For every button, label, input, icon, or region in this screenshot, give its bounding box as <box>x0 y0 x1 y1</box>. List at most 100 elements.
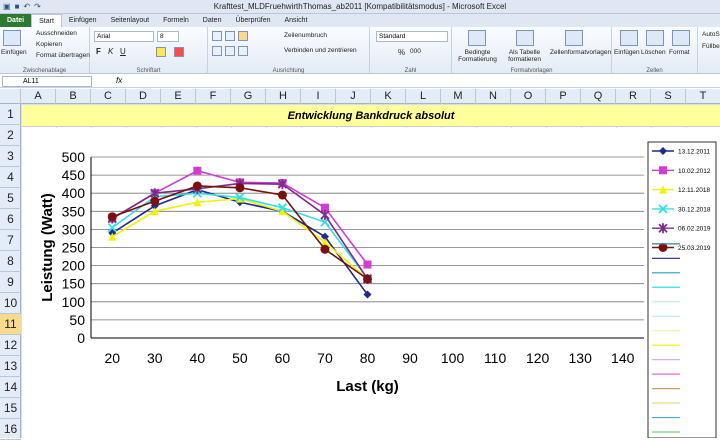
column-header[interactable]: M <box>441 89 476 104</box>
insert-cells-icon[interactable] <box>620 30 638 46</box>
tab-daten[interactable]: Daten <box>202 17 222 24</box>
chart-banner-cell[interactable]: Entwicklung Bankdruck absolut <box>22 105 720 127</box>
name-box[interactable]: AL11 <box>2 76 92 87</box>
save-icon[interactable]: ■ <box>14 2 20 11</box>
column-header[interactable]: C <box>91 89 126 104</box>
row-header[interactable]: 4 <box>0 167 21 188</box>
number-format-box[interactable]: Standard <box>376 31 448 42</box>
data-point <box>363 260 372 269</box>
cell-styles-button[interactable]: Zellenformatvorlagen <box>550 49 612 56</box>
format-as-table-button[interactable]: Als Tabelle formatieren <box>508 49 541 63</box>
function-icon[interactable]: fx <box>116 76 123 85</box>
row-header[interactable]: 6 <box>0 209 21 230</box>
format-painter-button[interactable]: Format übertragen <box>36 52 90 59</box>
column-header[interactable]: S <box>651 89 686 104</box>
data-point <box>363 290 372 299</box>
series-line <box>111 197 369 280</box>
column-header[interactable]: G <box>231 89 266 104</box>
tab-überprüfen[interactable]: Überprüfen <box>235 17 271 24</box>
row-header[interactable]: 10 <box>0 293 21 314</box>
delete-cells-button[interactable]: Löschen <box>641 49 666 56</box>
column-header[interactable]: Q <box>581 89 616 104</box>
data-point <box>150 201 159 210</box>
column-header[interactable]: R <box>616 89 651 104</box>
align-left-icon[interactable] <box>212 46 222 56</box>
row-header[interactable]: 7 <box>0 230 21 251</box>
tab-seitenlayout[interactable]: Seitenlayout <box>110 17 150 24</box>
align-right-icon[interactable] <box>238 46 248 56</box>
column-header[interactable]: J <box>336 89 371 104</box>
cell-styles-icon[interactable] <box>565 30 583 46</box>
conditional-format-icon[interactable] <box>468 30 486 46</box>
row-header[interactable]: 3 <box>0 146 21 167</box>
font-color-icon[interactable] <box>174 47 184 57</box>
tab-einfügen[interactable]: Einfügen <box>68 17 97 24</box>
data-point <box>277 203 288 213</box>
paste-button[interactable]: Einfügen <box>1 49 27 56</box>
row-header[interactable]: 15 <box>0 398 21 419</box>
insert-cells-button[interactable]: Einfügen <box>614 49 640 56</box>
column-header[interactable]: F <box>196 89 231 104</box>
column-header[interactable]: I <box>301 89 336 104</box>
x-tick-label: 40 <box>190 350 206 366</box>
fill-button[interactable]: Füllbe <box>702 43 720 50</box>
align-middle-icon[interactable] <box>225 31 235 41</box>
row-header[interactable]: 12 <box>0 335 21 356</box>
copy-button[interactable]: Kopieren <box>36 41 63 48</box>
column-header[interactable]: H <box>266 89 301 104</box>
series <box>108 194 372 283</box>
row-header[interactable]: 16 <box>0 419 21 440</box>
fill-color-icon[interactable] <box>156 47 166 57</box>
font-name-box[interactable]: Arial <box>94 31 154 42</box>
row-header[interactable]: 11 <box>0 314 21 335</box>
column-header[interactable]: P <box>546 89 581 104</box>
bold-button[interactable]: F <box>96 47 101 56</box>
row-header[interactable]: 9 <box>0 272 21 293</box>
font-size-box[interactable]: 8 <box>157 31 179 42</box>
tab-formeln[interactable]: Formeln <box>163 17 189 24</box>
format-as-table-icon[interactable] <box>516 30 534 46</box>
autosum-button[interactable]: AutoS <box>702 31 720 38</box>
percent-button[interactable]: % <box>398 48 406 57</box>
merge-center-button[interactable]: Verbinden und zentrieren <box>284 47 357 54</box>
column-header[interactable]: N <box>476 89 511 104</box>
wrap-text-button[interactable]: Zeilenumbruch <box>284 32 327 39</box>
tab-ansicht[interactable]: Ansicht <box>284 17 308 24</box>
excel-icon[interactable]: ▣ <box>3 2 11 11</box>
underline-button[interactable]: U <box>120 47 126 56</box>
x-tick-label: 30 <box>147 350 163 366</box>
row-header[interactable]: 1 <box>0 104 21 125</box>
column-header[interactable]: E <box>161 89 196 104</box>
conditional-format-button[interactable]: Bedingte Formatierung <box>458 49 497 63</box>
column-header[interactable]: D <box>126 89 161 104</box>
column-header[interactable]: L <box>406 89 441 104</box>
column-header[interactable]: K <box>371 89 406 104</box>
undo-icon[interactable]: ↶ <box>23 2 31 11</box>
italic-button[interactable]: K <box>108 47 114 56</box>
column-header[interactable]: O <box>511 89 546 104</box>
redo-icon[interactable]: ↷ <box>34 2 41 11</box>
delete-cells-icon[interactable] <box>646 30 664 46</box>
format-cells-icon[interactable] <box>672 30 690 46</box>
chart[interactable]: 0 50 100 150 200 250 300 350 400 450 500 20 30 40 50 60… <box>22 128 720 438</box>
row-header[interactable]: 14 <box>0 377 21 398</box>
row-header[interactable]: 13 <box>0 356 21 377</box>
row-header[interactable]: 5 <box>0 188 21 209</box>
align-center-icon[interactable] <box>225 46 235 56</box>
alignment-group: Zeilenumbruch Verbinden und zentrieren A… <box>208 27 370 74</box>
align-top-icon[interactable] <box>212 31 222 41</box>
column-header[interactable]: A <box>21 89 56 104</box>
select-all-corner[interactable] <box>0 89 21 104</box>
format-cells-button[interactable]: Format <box>669 49 690 56</box>
tab-start[interactable]: Start <box>31 14 62 27</box>
row-header[interactable]: 2 <box>0 125 21 146</box>
thousands-button[interactable]: 000 <box>410 48 421 55</box>
column-header[interactable]: T <box>686 89 720 104</box>
cut-button[interactable]: Ausschneiden <box>36 30 77 37</box>
paste-icon[interactable] <box>3 30 21 46</box>
data-point <box>658 223 668 234</box>
tab-datei[interactable]: Datei <box>0 14 32 27</box>
row-header[interactable]: 8 <box>0 251 21 272</box>
column-header[interactable]: B <box>56 89 91 104</box>
align-bottom-icon[interactable] <box>238 31 248 41</box>
